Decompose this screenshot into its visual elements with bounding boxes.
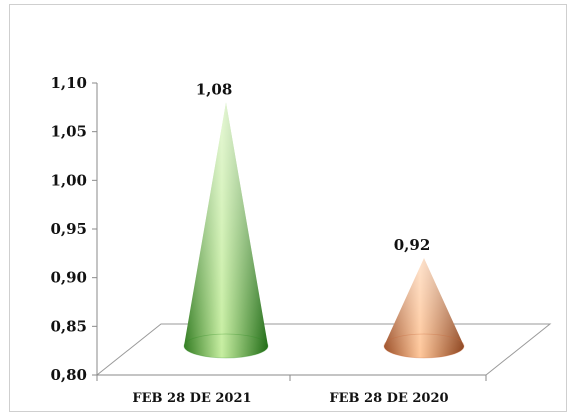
y-tick-label: 0,85 <box>50 317 87 335</box>
labels: 1,08 FEB 28 DE 2021 0,92 FEB 28 DE 2020 <box>132 80 448 406</box>
y-tick-label: 0,95 <box>50 220 87 238</box>
y-tick-label: 0,80 <box>50 366 87 384</box>
cone-series <box>183 102 465 359</box>
cone-base <box>183 333 269 359</box>
y-ticks: 0,80 0,85 0,90 0,95 1,00 1,05 1,10 <box>50 74 487 384</box>
data-label: 1,08 <box>196 80 233 98</box>
chart-floor <box>95 323 552 376</box>
y-tick-label: 0,90 <box>50 269 87 287</box>
y-tick-label: 1,00 <box>50 171 87 189</box>
data-label: 0,92 <box>394 236 431 254</box>
floor-plane <box>95 323 552 376</box>
cone-highlight <box>384 258 464 358</box>
cone-bar <box>383 258 465 359</box>
cone-highlight <box>184 102 268 358</box>
category-label: FEB 28 DE 2021 <box>132 391 251 406</box>
category-label: FEB 28 DE 2020 <box>329 391 448 406</box>
cone-base <box>383 333 465 359</box>
y-tick-label: 1,10 <box>50 74 87 92</box>
y-tick-label: 1,05 <box>50 123 87 141</box>
cone-bar <box>183 102 269 359</box>
